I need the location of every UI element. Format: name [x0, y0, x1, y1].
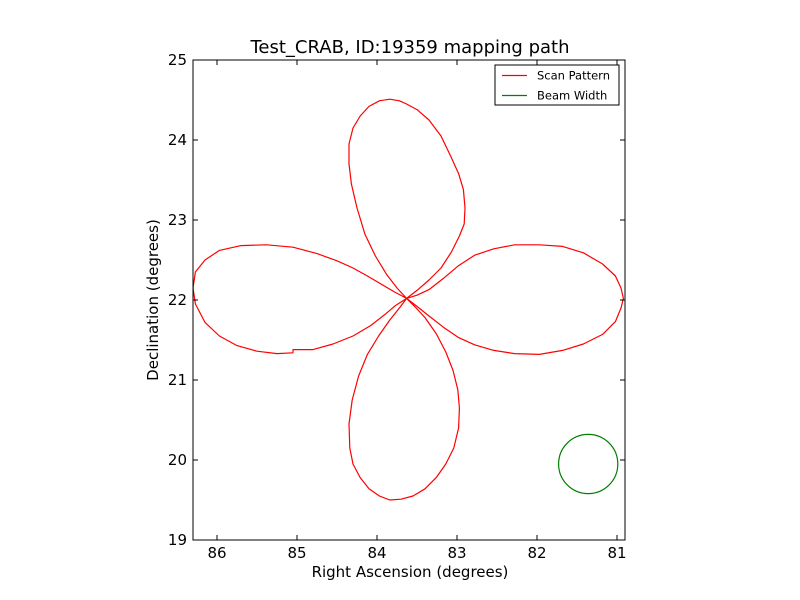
x-tick-label: 81: [607, 544, 626, 562]
legend-label-scan-pattern: Scan Pattern: [537, 69, 610, 83]
y-tick-label: 24: [168, 131, 187, 149]
x-tick-label: 86: [207, 544, 226, 562]
x-tick-label: 82: [527, 544, 546, 562]
y-tick-label: 20: [168, 451, 187, 469]
chart-title: Test_CRAB, ID:19359 mapping path: [249, 37, 569, 58]
legend: Scan Pattern Beam Width: [494, 64, 620, 106]
legend-box: [494, 64, 620, 106]
x-tick-label: 84: [367, 544, 386, 562]
x-axis: 86 85 84 83 82 81: [207, 60, 627, 562]
x-tick-label: 83: [447, 544, 466, 562]
series-line-scan-pattern: [192, 98, 625, 501]
x-tick-label: 85: [287, 544, 306, 562]
y-tick-label: 22: [168, 291, 187, 309]
y-axis-label: Declination (degrees): [144, 219, 162, 381]
y-tick-label: 25: [168, 51, 187, 69]
x-axis-label: Right Ascension (degrees): [312, 563, 509, 581]
y-tick-label: 23: [168, 211, 187, 229]
y-tick-label: 21: [168, 371, 187, 389]
series-circle-beam-width: [558, 433, 619, 495]
plot-area: [192, 98, 625, 501]
y-tick-label: 19: [168, 531, 187, 549]
y-axis: 19 20 21 22 23 24 25: [168, 51, 625, 549]
legend-label-beam-width: Beam Width: [537, 89, 607, 103]
